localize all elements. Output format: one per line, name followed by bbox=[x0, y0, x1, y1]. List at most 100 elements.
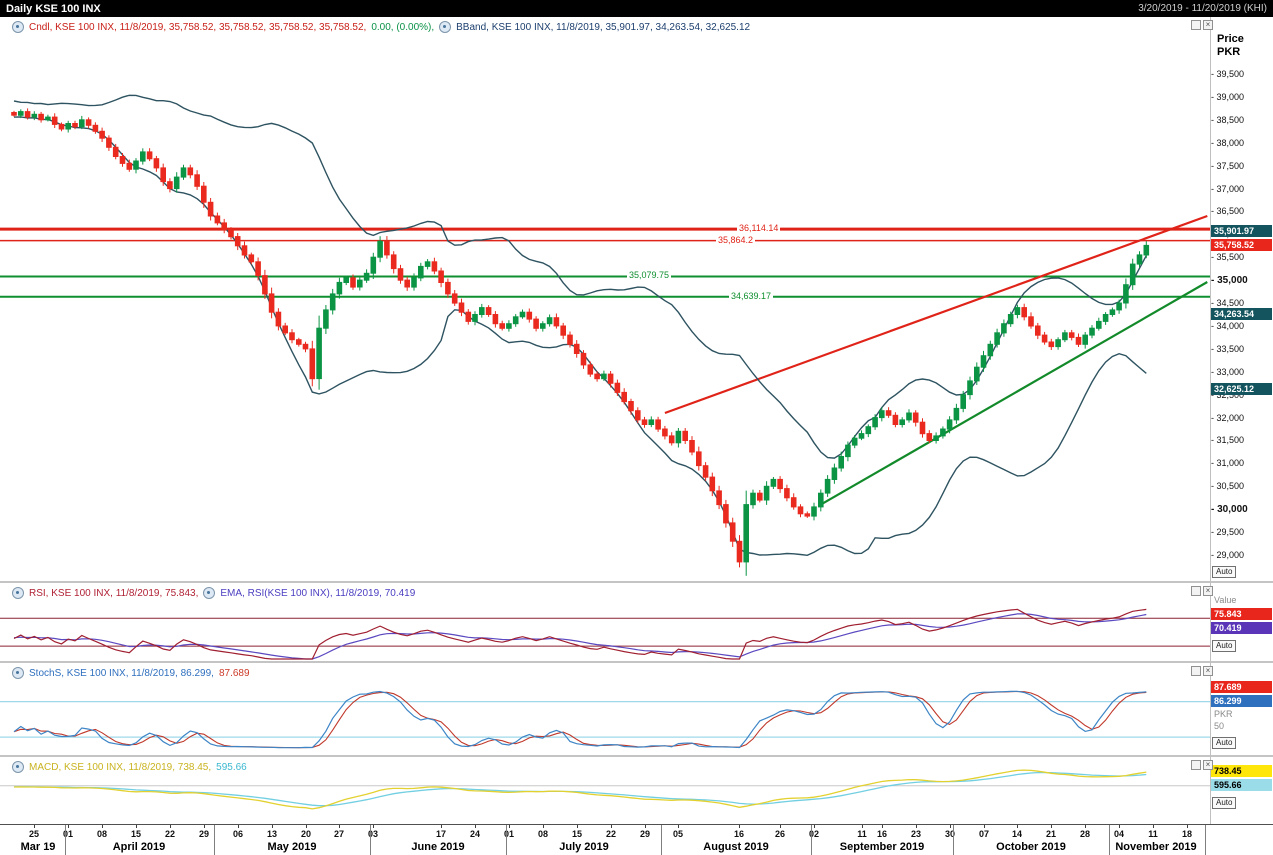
date-tick-mark bbox=[475, 825, 476, 828]
price-tick-label: - 30,500 bbox=[1211, 481, 1245, 491]
date-tick-label: 29 bbox=[639, 829, 651, 839]
date-tick-mark bbox=[678, 825, 679, 828]
date-tick-label: 05 bbox=[672, 829, 684, 839]
rsi-axis-title: Value bbox=[1214, 595, 1237, 605]
month-separator bbox=[661, 825, 662, 855]
panel-separator[interactable] bbox=[0, 755, 1273, 757]
close-button[interactable]: × bbox=[1203, 20, 1213, 30]
date-tick-label: 04 bbox=[1113, 829, 1125, 839]
date-tick-label: 26 bbox=[774, 829, 786, 839]
price-axis-title: Price bbox=[1217, 33, 1244, 45]
date-tick-mark bbox=[611, 825, 612, 828]
macd-signal-line bbox=[14, 771, 1147, 807]
date-tick-mark bbox=[238, 825, 239, 828]
panel-controls: × bbox=[1191, 20, 1213, 30]
legend-text: BBand, KSE 100 INX, 11/8/2019, 35,901.97… bbox=[456, 21, 751, 33]
month-label: May 2019 bbox=[267, 841, 317, 853]
month-separator bbox=[214, 825, 215, 855]
date-tick-label: 22 bbox=[605, 829, 617, 839]
time-axis: 25 01 08 15 22 29 06 13 20 27 03 17 24 01 08 15 22 29 05 16… bbox=[0, 824, 1273, 855]
price-level-label: 36,114.14 bbox=[737, 223, 781, 234]
month-label: September 2019 bbox=[839, 841, 925, 853]
close-button[interactable]: × bbox=[1203, 586, 1213, 596]
price-value-box: 34,263.54 bbox=[1211, 308, 1272, 320]
date-tick-mark bbox=[170, 825, 171, 828]
auto-scale-button-main[interactable]: Auto bbox=[1212, 566, 1237, 578]
date-tick-label: 16 bbox=[733, 829, 745, 839]
stoch-value-box: 86.299 bbox=[1211, 695, 1272, 707]
auto-scale-button-macd[interactable]: Auto bbox=[1212, 797, 1237, 809]
date-tick-label: 17 bbox=[435, 829, 447, 839]
date-tick-mark bbox=[441, 825, 442, 828]
date-tick-mark bbox=[739, 825, 740, 828]
date-tick-label: 11 bbox=[857, 829, 867, 839]
instrument-link-icon bbox=[12, 761, 24, 773]
price-tick-label: - 37,500 bbox=[1211, 161, 1245, 171]
close-button[interactable]: × bbox=[1203, 666, 1213, 676]
date-tick-mark bbox=[68, 825, 69, 828]
maximize-button[interactable] bbox=[1191, 20, 1201, 30]
month-label: June 2019 bbox=[411, 841, 465, 853]
legend-text: RSI, KSE 100 INX, 11/8/2019, 75.843, bbox=[29, 587, 199, 599]
macd-value-box: 595.66 bbox=[1211, 779, 1272, 791]
date-tick-label: 28 bbox=[1079, 829, 1091, 839]
stoch-k-line bbox=[13, 690, 1147, 749]
chart-title-bar: Daily KSE 100 INX 3/20/2019 - 11/20/2019… bbox=[0, 0, 1273, 17]
date-tick-label: 11 bbox=[1148, 829, 1158, 839]
date-tick-mark bbox=[1017, 825, 1018, 828]
panel-separator[interactable] bbox=[0, 581, 1273, 583]
month-separator bbox=[1109, 825, 1110, 855]
panel-controls: × bbox=[1191, 586, 1213, 596]
legend-text: Cndl, KSE 100 INX, 11/8/2019, 35,758.52,… bbox=[29, 21, 367, 33]
price-legend: Cndl, KSE 100 INX, 11/8/2019, 35,758.52,… bbox=[12, 21, 750, 33]
macd-panel[interactable]: MACD, KSE 100 INX, 11/8/2019, 738.45, 595… bbox=[0, 757, 1273, 824]
panel-controls: × bbox=[1191, 760, 1213, 770]
auto-scale-button-rsi[interactable]: Auto bbox=[1212, 640, 1237, 652]
price-tick-label: - 29,000 bbox=[1211, 550, 1245, 560]
date-tick-label: 29 bbox=[198, 829, 210, 839]
date-tick-label: 01 bbox=[503, 829, 515, 839]
stoch-value-box: 87.689 bbox=[1211, 681, 1272, 693]
rsi-value-box: 70.419 bbox=[1211, 622, 1272, 634]
candles-up bbox=[18, 109, 1150, 576]
maximize-button[interactable] bbox=[1191, 760, 1201, 770]
auto-scale-button-stoch[interactable]: Auto bbox=[1212, 737, 1237, 749]
bollinger-upper-band bbox=[13, 94, 1147, 459]
panel-separator[interactable] bbox=[0, 661, 1273, 663]
price-tick-label: - 30,000 bbox=[1211, 504, 1248, 515]
price-tick-label: - 37,000 bbox=[1211, 184, 1245, 194]
instrument-link-icon bbox=[203, 587, 216, 599]
price-tick-label: - 32,500 bbox=[1211, 390, 1245, 400]
price-tick-label: - 34,000 bbox=[1211, 321, 1245, 331]
date-tick-mark bbox=[882, 825, 883, 828]
month-label: April 2019 bbox=[112, 841, 166, 853]
close-button[interactable]: × bbox=[1203, 760, 1213, 770]
panel-controls: × bbox=[1191, 666, 1213, 676]
instrument-link-icon bbox=[12, 587, 24, 599]
maximize-button[interactable] bbox=[1191, 586, 1201, 596]
rsi-panel[interactable]: RSI, KSE 100 INX, 11/8/2019, 75.843, EMA,… bbox=[0, 583, 1273, 661]
date-tick-mark bbox=[645, 825, 646, 828]
stochastic-panel[interactable]: StochS, KSE 100 INX, 11/8/2019, 86.299, 8… bbox=[0, 663, 1273, 755]
bollinger-lower-band bbox=[13, 116, 1147, 557]
month-label: October 2019 bbox=[996, 841, 1066, 853]
date-tick-mark bbox=[780, 825, 781, 828]
date-tick-label: 16 bbox=[876, 829, 888, 839]
date-tick-mark bbox=[862, 825, 863, 828]
price-axis-divider bbox=[1210, 17, 1211, 824]
stoch-legend: StochS, KSE 100 INX, 11/8/2019, 86.299, 8… bbox=[12, 667, 250, 679]
date-tick-label: 01 bbox=[62, 829, 74, 839]
price-tick-label: - 34,500 bbox=[1211, 298, 1245, 308]
price-chart-panel[interactable]: Cndl, KSE 100 INX, 11/8/2019, 35,758.52,… bbox=[0, 17, 1273, 581]
maximize-button[interactable] bbox=[1191, 666, 1201, 676]
date-tick-label: 03 bbox=[367, 829, 379, 839]
stochastic-canvas bbox=[0, 690, 1211, 749]
price-value-box: 35,758.52 bbox=[1211, 239, 1272, 251]
date-tick-mark bbox=[814, 825, 815, 828]
date-tick-mark bbox=[543, 825, 544, 828]
date-tick-label: 22 bbox=[164, 829, 176, 839]
date-tick-label: 30 bbox=[944, 829, 956, 839]
date-tick-label: 08 bbox=[96, 829, 108, 839]
price-level-label: 35,079.75 bbox=[627, 270, 672, 281]
price-level-label: 34,639.17 bbox=[729, 291, 774, 302]
